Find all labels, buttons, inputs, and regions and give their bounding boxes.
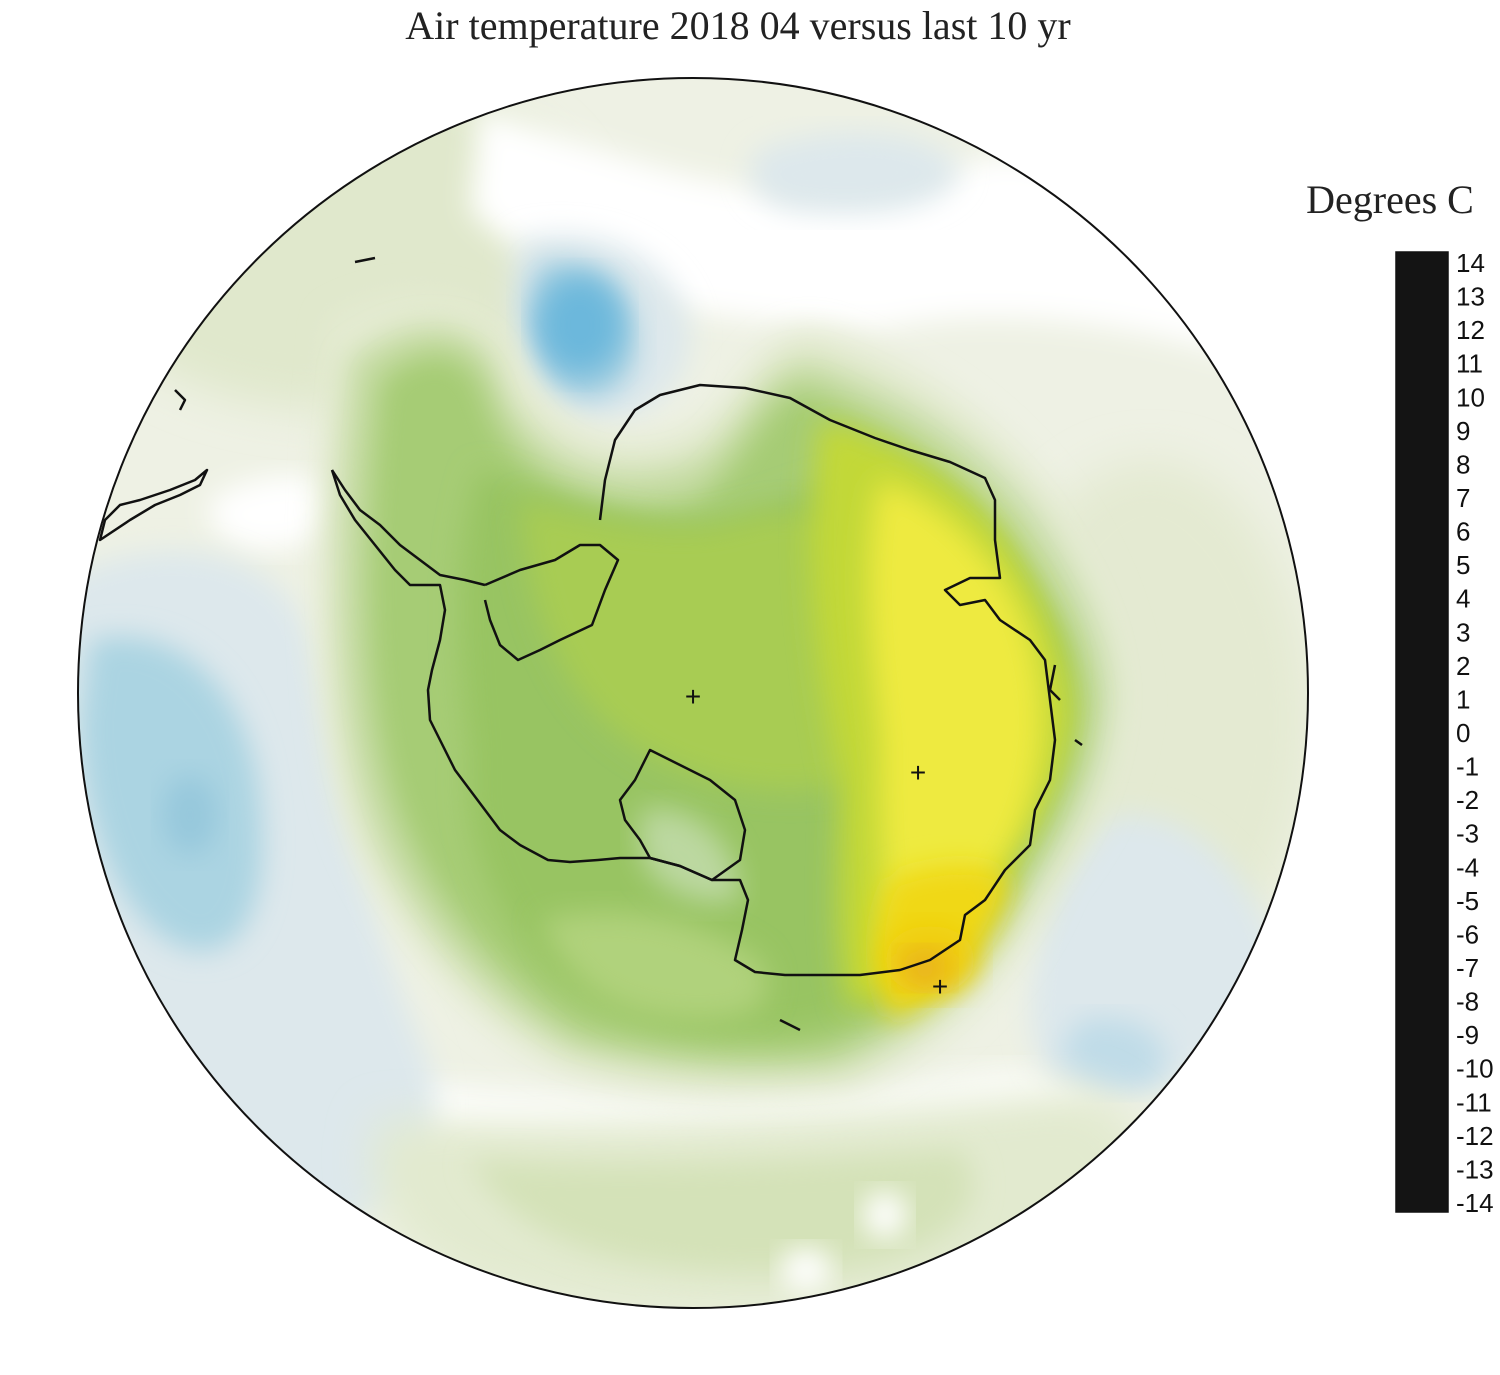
legend-tick-label: -10 (1456, 1054, 1494, 1084)
coast-detail-5 (174, 389, 187, 411)
plus-marker-coast: + (932, 971, 948, 1002)
legend-tick-label: 1 (1456, 684, 1470, 714)
legend-tick-label: -1 (1456, 752, 1479, 782)
legend-tick-label: -6 (1456, 919, 1479, 949)
legend-tick-label: 4 (1456, 584, 1470, 614)
coastlines (98, 256, 1083, 1032)
legend-tick-label: 0 (1456, 718, 1470, 748)
legend-tick-label: -7 (1456, 953, 1479, 983)
legend-tick-label: 9 (1456, 416, 1470, 446)
plus-marker-pole: + (685, 681, 701, 712)
plus-marker-east: + (910, 757, 926, 788)
legend-tick-label: 2 (1456, 651, 1470, 681)
markers-group: + + + (685, 681, 948, 1002)
legend-tick-label: 11 (1456, 349, 1483, 379)
antarctic-peninsula (330, 469, 486, 587)
south-america-tip (98, 468, 209, 542)
legend-tick-label: 10 (1456, 382, 1485, 412)
legend-tick-label: -11 (1456, 1087, 1492, 1117)
legend-tick-label: -9 (1456, 1020, 1479, 1050)
legend-tick-label: -2 (1456, 785, 1479, 815)
coast-detail-2 (1048, 664, 1061, 701)
anomaly-field (78, 78, 1308, 1308)
antarctica-coastline (330, 383, 1057, 977)
legend-tick-label: 8 (1456, 449, 1470, 479)
legend-tick-label: -3 (1456, 819, 1479, 849)
legend-tick-label: 6 (1456, 517, 1470, 547)
legend-tick-label: -4 (1456, 852, 1479, 882)
coast-detail-4 (779, 1018, 801, 1032)
coast-detail-1 (354, 256, 376, 264)
coast-detail-3 (1074, 738, 1083, 747)
color-legend: 14131211109876543210-1-2-3-4-5-6-7-8-9-1… (1395, 248, 1494, 1218)
legend-title: Degrees C (1306, 177, 1474, 222)
legend-tick-labels: 14131211109876543210-1-2-3-4-5-6-7-8-9-1… (1456, 248, 1494, 1218)
legend-colorbar (1395, 251, 1449, 1213)
legend-tick-label: -13 (1456, 1154, 1494, 1184)
legend-tick-label: 13 (1456, 282, 1485, 312)
map-title: Air temperature 2018 04 versus last 10 y… (405, 3, 1071, 48)
legend-tick-label: 7 (1456, 483, 1470, 513)
map-boundary (77, 77, 1309, 1309)
legend-tick-label: 14 (1456, 248, 1485, 278)
ice-shelf-weddell (483, 543, 620, 662)
legend-tick-label: -14 (1456, 1188, 1494, 1218)
ice-shelf-ross (618, 748, 747, 882)
legend-tick-label: -12 (1456, 1121, 1494, 1151)
legend-tick-label: 5 (1456, 550, 1470, 580)
legend-tick-label: 12 (1456, 315, 1485, 345)
legend-tick-label: -8 (1456, 987, 1479, 1017)
legend-tick-label: 3 (1456, 617, 1470, 647)
legend-tick-label: -5 (1456, 886, 1479, 916)
